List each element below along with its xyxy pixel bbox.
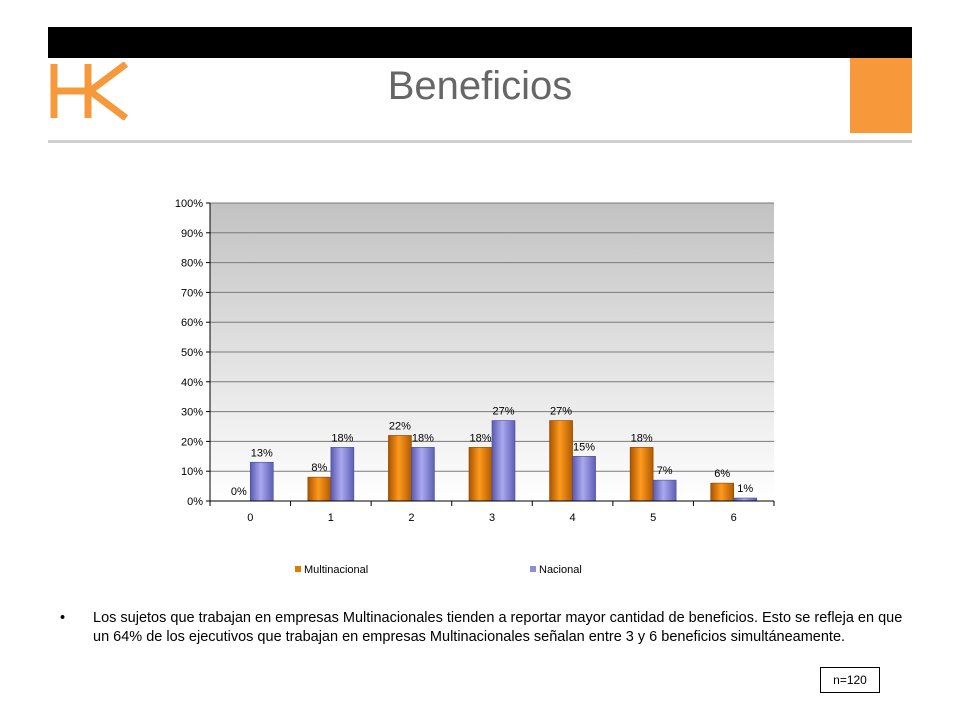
- y-tick-label: 70%: [181, 287, 203, 299]
- bar-nacional: [411, 447, 435, 502]
- data-label: 15%: [573, 441, 595, 453]
- bullet-text: Los sujetos que trabajan en empresas Mul…: [93, 610, 903, 645]
- header-bar: [48, 27, 912, 58]
- x-tick-label: 6: [731, 512, 737, 524]
- data-label: 27%: [550, 406, 572, 418]
- bar-nacional: [572, 455, 596, 502]
- page-title: Beneficios: [387, 64, 573, 108]
- data-label: 7%: [657, 465, 673, 477]
- y-tick-label: 0%: [187, 496, 203, 508]
- bullet-point: • Los sujetos que trabajan en empresas M…: [60, 609, 905, 647]
- sample-size-box: n=120: [820, 667, 880, 693]
- x-tick-label: 5: [650, 512, 656, 524]
- x-tick-label: 0: [247, 512, 253, 524]
- x-axis-ticks: [209, 501, 775, 506]
- data-label: 13%: [251, 447, 273, 459]
- bar-nacional: [330, 447, 355, 502]
- data-label: 27%: [492, 406, 514, 418]
- y-axis-labels: 0% 10% 20% 30% 40% 50% 60% 70% 80% 90% 100%: [175, 198, 203, 508]
- y-tick-label: 60%: [181, 317, 203, 329]
- y-tick-label: 10%: [181, 466, 203, 478]
- x-axis-labels: 0 1 2 3 4 5 6: [247, 512, 737, 524]
- legend-label: Multinacional: [304, 564, 368, 576]
- divider: [48, 140, 912, 143]
- bar-multinacional: [549, 420, 573, 502]
- data-label: 18%: [331, 432, 353, 444]
- y-tick-label: 50%: [181, 347, 203, 359]
- x-tick-label: 3: [489, 512, 495, 524]
- y-tick-label: 90%: [181, 228, 203, 240]
- bullet-icon: •: [60, 610, 66, 626]
- legend-swatch: [530, 566, 536, 572]
- bar-multinacional: [307, 476, 332, 502]
- data-label: 1%: [737, 483, 753, 495]
- x-tick-label: 1: [328, 512, 334, 524]
- bar-multinacional: [629, 447, 654, 502]
- y-tick-label: 30%: [181, 407, 203, 419]
- bar-nacional: [652, 479, 677, 502]
- bars: [249, 420, 758, 502]
- data-label: 18%: [412, 432, 434, 444]
- y-tick-label: 100%: [175, 198, 203, 210]
- x-tick-label: 4: [570, 512, 576, 524]
- legend: Multinacional Nacional: [295, 564, 582, 576]
- bar-multinacional: [388, 435, 412, 502]
- data-label: 22%: [389, 420, 411, 432]
- data-label: 0%: [231, 486, 247, 498]
- legend-label: Nacional: [539, 564, 582, 576]
- bar-multinacional: [468, 447, 493, 502]
- data-labels: 0%13%8%18%22%18% 18%27% 27%15%18%7% 6%1%: [231, 406, 754, 498]
- data-label: 6%: [714, 468, 730, 480]
- bar-nacional: [491, 420, 516, 502]
- data-label: 18%: [469, 432, 491, 444]
- y-tick-label: 40%: [181, 377, 203, 389]
- y-tick-label: 20%: [181, 436, 203, 448]
- y-tick-label: 80%: [181, 258, 203, 270]
- data-label: 18%: [631, 432, 653, 444]
- data-label: 8%: [311, 462, 327, 474]
- bar-multinacional: [710, 482, 735, 502]
- legend-swatch: [295, 566, 301, 572]
- bar-nacional: [249, 461, 274, 502]
- x-tick-label: 2: [408, 512, 414, 524]
- hk-logo: [50, 62, 129, 120]
- accent-block: [850, 58, 912, 133]
